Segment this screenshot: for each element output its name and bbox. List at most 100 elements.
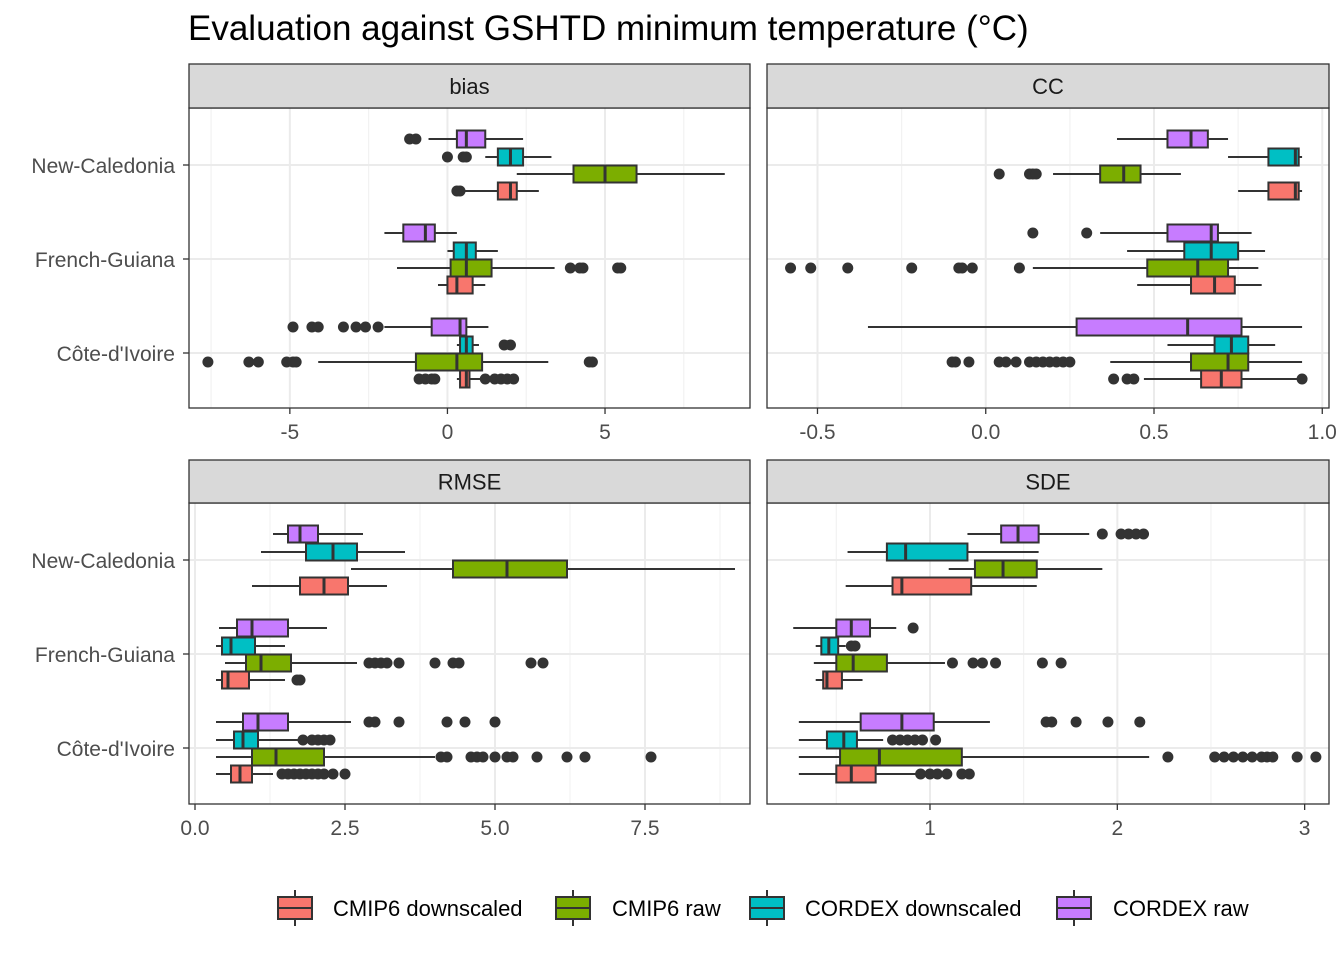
x-tick-label: 5 [599,421,611,444]
box-iqr [891,576,973,596]
boxplot-cmip6-downscaled [815,670,863,690]
outlier-point [294,674,306,686]
boxplot-cordex-downscaled [1228,147,1303,167]
boxplot-cordex-downscaled [1127,241,1266,261]
panel-cc: CC -0.5 0.0 0.5 1.0 [766,63,1337,444]
y-tick-label-c-te-d-ivoire: Côte-d'Ivoire [57,343,175,366]
box-iqr [452,241,477,261]
outlier-point [915,768,927,780]
outlier-point [393,716,405,728]
boxplot-cordex-downscaled [441,147,552,167]
outlier-point [1013,262,1025,274]
outlier-point [1162,751,1174,763]
outlier-point [1267,751,1279,763]
box-iqr [449,258,493,278]
legend-item-label: CORDEX raw [1113,896,1249,921]
box-iqr [452,559,568,579]
box-iqr [430,317,468,337]
boxplot-cmip6-raw [785,258,1259,278]
boxplot-cordex-downscaled [815,636,861,656]
legend-item-label: CORDEX downscaled [805,896,1021,921]
box-iqr [835,618,872,638]
outlier-point [966,262,978,274]
outlier-point [1108,373,1120,385]
boxplot-cmip6-raw [397,258,627,278]
box-iqr [1075,317,1243,337]
panel-bias: bias -5 0 5 New-Caledonia French-Guiana Côte-d… [31,63,751,444]
box-iqr [885,542,969,562]
boxplot-cordex-downscaled [798,730,942,750]
outlier-point [993,168,1005,180]
boxplot-cmip6-downscaled [1137,275,1262,295]
box-iqr [287,524,319,544]
outlier-point [956,262,968,274]
outlier-point [489,751,501,763]
legend-item-cordex-downscaled: CORDEX downscaled [749,890,1021,926]
y-tick-label-french-guiana: French-Guiana [35,249,175,272]
x-tick-label: 0.0 [971,421,1000,444]
boxplot-cordex-raw [404,129,524,149]
boxplot-cmip6-raw [993,164,1181,184]
chart-title: Evaluation against GSHTD minimum tempera… [188,9,1029,48]
outlier-point [1246,751,1258,763]
outlier-point [1046,716,1058,728]
box-iqr [236,618,289,638]
box-iqr [221,636,256,656]
outlier-point [441,151,453,163]
outlier-point [577,262,589,274]
box-iqr [221,670,250,690]
outlier-point [1064,356,1076,368]
outlier-point [805,262,817,274]
outlier-point [931,768,943,780]
x-tick-label: 5.0 [480,817,509,840]
outlier-point [429,373,441,385]
boxplot-cordex-raw [216,712,501,732]
box-iqr [835,653,888,673]
outlier-point [508,373,520,385]
x-tick-label: -5 [281,421,300,444]
boxplot-cordex-raw [384,223,457,243]
outlier-point [990,657,1002,669]
boxplot-cordex-downscaled [456,335,516,355]
outlier-point [930,734,942,746]
panel-strip [766,63,1330,109]
outlier-point [507,751,519,763]
box-iqr [233,730,259,750]
boxplot-cmip6-raw [948,559,1103,579]
boxplot-cordex-downscaled [216,730,336,750]
x-tick-label: 2 [1111,817,1123,840]
outlier-point [916,734,928,746]
outlier-point [393,657,405,669]
outlier-point [531,751,543,763]
outlier-point [1209,751,1221,763]
outlier-point [1134,716,1146,728]
x-tick-label: 0.0 [180,817,209,840]
boxplot-cmip6-raw [202,352,598,372]
outlier-point [645,751,657,763]
boxplot-cmip6-downscaled [413,369,520,389]
y-tick-label-c-te-d-ivoire: Côte-d'Ivoire [57,738,175,761]
outlier-point [586,356,598,368]
legend: CMIP6 downscaled CMIP6 raw CORDEX downscal… [277,890,1249,926]
outlier-point [941,768,953,780]
boxplot-cordex-raw [219,618,327,638]
y-tick-label-new-caledonia: New-Caledonia [31,155,175,178]
outlier-point [1010,356,1022,368]
panel-strip [766,459,1330,504]
boxplot-cmip6-raw [216,747,657,767]
panel-strip [188,459,751,504]
outlier-point [1138,528,1150,540]
outlier-point [441,751,453,763]
boxplot-cordex-downscaled [847,542,1039,562]
outlier-point [1291,751,1303,763]
boxplot-cordex-raw [867,317,1303,337]
box-iqr [1166,129,1209,149]
outlier-point [1081,227,1093,239]
outlier-point [1030,168,1042,180]
outlier-point [202,356,214,368]
legend-item-cmip6-downscaled: CMIP6 downscaled [277,890,523,926]
outlier-point [963,768,975,780]
box-iqr [455,129,487,149]
